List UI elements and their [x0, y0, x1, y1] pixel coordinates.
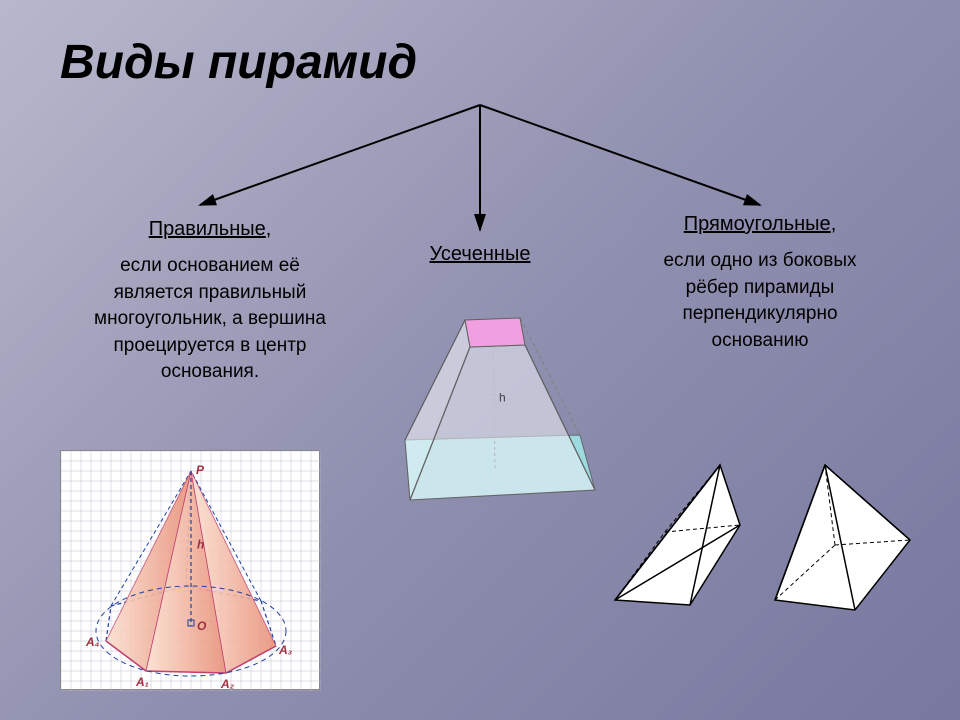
svg-text:A₃: A₃ — [278, 643, 293, 657]
figure-truncated-pyramid: h — [370, 290, 610, 520]
svg-text:h: h — [197, 538, 204, 552]
svg-text:A₄: A₄ — [85, 635, 100, 649]
svg-text:P: P — [196, 463, 205, 477]
desc-regular: если основанием её является правильный м… — [80, 253, 340, 386]
figure-regular-pyramid: P Oh A₁ A₂ A₃ A₄ — [60, 450, 320, 690]
column-rectangular: Прямоугольные, если одно из боковых рёбе… — [640, 210, 880, 354]
svg-text:O: O — [197, 619, 207, 633]
svg-text:A₁: A₁ — [135, 675, 149, 689]
heading-truncated: Усеченные — [430, 243, 531, 265]
desc-rectangular: если одно из боковых рёбер пирамиды перп… — [640, 248, 880, 354]
svg-text:A₂: A₂ — [220, 677, 235, 691]
heading-regular: Правильные — [149, 218, 266, 240]
page-title: Виды пирамид — [60, 35, 417, 90]
svg-text:h: h — [499, 391, 506, 405]
heading-rectangular: Прямоугольные — [684, 213, 831, 235]
column-regular: Правильные, если основанием её является … — [80, 215, 340, 386]
column-truncated: Усеченные — [400, 240, 560, 268]
figure-rectangular-pyramids — [600, 450, 930, 650]
